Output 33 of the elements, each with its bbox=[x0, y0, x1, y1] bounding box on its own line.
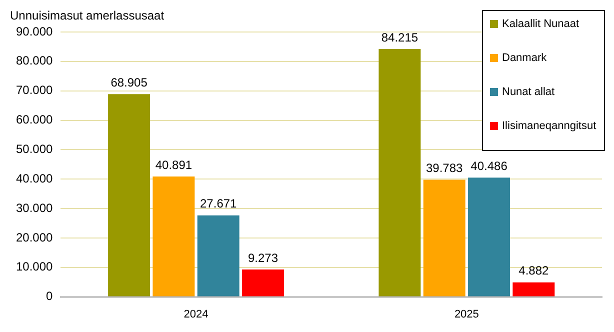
bar bbox=[378, 49, 421, 296]
legend-label: Danmark bbox=[502, 52, 548, 64]
bar bbox=[197, 215, 240, 296]
bar bbox=[423, 180, 466, 296]
y-tick-label: 60.000 bbox=[16, 112, 54, 127]
legend-label: Ilisimaneqanngitsut bbox=[502, 120, 596, 132]
legend-label: Nunat allat bbox=[502, 86, 555, 98]
data-label: 40.891 bbox=[155, 158, 192, 172]
bar bbox=[152, 176, 195, 296]
x-tick-label: 2024 bbox=[184, 308, 208, 320]
data-label: 84.215 bbox=[381, 30, 418, 44]
data-label: 9.273 bbox=[248, 250, 278, 265]
bar bbox=[242, 270, 284, 296]
y-tick-label: 70.000 bbox=[16, 83, 54, 98]
data-label: 40.486 bbox=[470, 158, 508, 173]
y-tick-label: 20.000 bbox=[16, 230, 54, 244]
bar bbox=[108, 94, 150, 296]
bar bbox=[512, 282, 555, 296]
legend-label: Kalaallit Nunaat bbox=[502, 18, 580, 30]
y-axis-title: Unnuisimasut amerlassusaat bbox=[10, 8, 165, 22]
data-label: 4.882 bbox=[518, 264, 549, 278]
y-tick-label: 30.000 bbox=[16, 200, 54, 215]
y-tick-label: 90.000 bbox=[16, 24, 54, 38]
bar bbox=[468, 178, 510, 296]
x-tick-label: 2025 bbox=[454, 308, 479, 320]
data-label: 39.783 bbox=[426, 161, 464, 176]
y-tick-label: 40.000 bbox=[16, 171, 54, 186]
data-label: 68.905 bbox=[110, 75, 148, 90]
y-tick-label: 10.000 bbox=[16, 260, 54, 274]
y-tick-label: 0 bbox=[46, 289, 54, 304]
data-label: 27.671 bbox=[200, 196, 238, 211]
y-tick-label: 50.000 bbox=[16, 142, 54, 156]
y-tick-label: 80.000 bbox=[16, 54, 54, 68]
